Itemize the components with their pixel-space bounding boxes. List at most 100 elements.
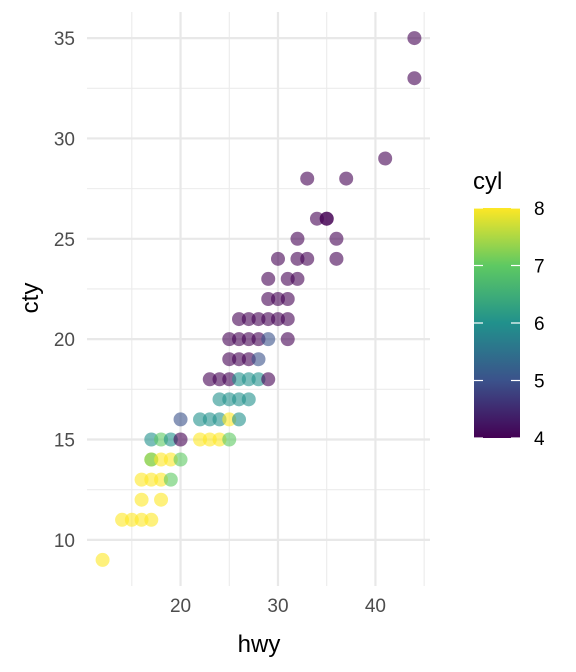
data-point bbox=[134, 472, 149, 487]
y-axis-title: cty bbox=[17, 283, 44, 314]
legend-tick-label: 8 bbox=[534, 199, 545, 220]
data-point bbox=[154, 492, 169, 507]
y-tick-label: 30 bbox=[54, 129, 75, 150]
legend-tick-label: 4 bbox=[534, 429, 545, 450]
data-point bbox=[193, 412, 208, 427]
y-axis-ticks: 10 15 20 25 30 35 bbox=[54, 29, 75, 552]
data-point bbox=[339, 171, 354, 186]
data-point bbox=[173, 412, 188, 427]
data-point bbox=[329, 231, 344, 246]
data-point bbox=[407, 71, 422, 86]
data-point bbox=[270, 251, 285, 266]
data-point bbox=[222, 372, 237, 387]
data-point bbox=[241, 332, 256, 347]
data-point bbox=[232, 352, 247, 367]
data-point bbox=[144, 432, 159, 447]
data-point bbox=[173, 452, 188, 467]
legend-tick-label: 5 bbox=[534, 372, 545, 393]
x-tick-label: 20 bbox=[170, 596, 191, 617]
data-point bbox=[212, 372, 227, 387]
data-point bbox=[144, 472, 159, 487]
data-point bbox=[241, 392, 256, 407]
data-point bbox=[300, 251, 315, 266]
data-point bbox=[134, 512, 149, 527]
data-point bbox=[309, 211, 324, 226]
x-tick-label: 30 bbox=[267, 596, 288, 617]
data-point bbox=[280, 312, 295, 327]
data-point bbox=[154, 472, 169, 487]
data-point bbox=[222, 332, 237, 347]
data-point bbox=[329, 251, 344, 266]
data-point bbox=[202, 432, 217, 447]
x-axis-ticks: 20 30 40 bbox=[170, 596, 386, 617]
data-point bbox=[222, 432, 237, 447]
data-point bbox=[261, 372, 276, 387]
data-point bbox=[290, 271, 305, 286]
data-point bbox=[222, 412, 237, 427]
data-point bbox=[280, 292, 295, 306]
data-point bbox=[251, 352, 266, 367]
data-point bbox=[163, 432, 178, 447]
data-point bbox=[222, 352, 237, 367]
y-tick-label: 25 bbox=[54, 230, 75, 251]
data-point bbox=[212, 432, 227, 447]
data-point bbox=[319, 211, 334, 226]
data-point bbox=[95, 552, 110, 567]
y-tick-label: 15 bbox=[54, 430, 75, 451]
data-point bbox=[232, 412, 247, 427]
data-point bbox=[407, 31, 422, 46]
data-point bbox=[193, 432, 208, 447]
data-point bbox=[261, 312, 276, 327]
x-axis-title: hwy bbox=[238, 631, 281, 658]
y-tick-label: 10 bbox=[54, 531, 75, 552]
data-point bbox=[124, 512, 139, 527]
data-point bbox=[290, 251, 305, 266]
data-points bbox=[95, 31, 422, 567]
legend-title: cyl bbox=[473, 168, 502, 195]
major-gridlines bbox=[87, 12, 430, 586]
data-point bbox=[261, 292, 276, 306]
legend-tick-label: 7 bbox=[534, 257, 545, 278]
data-point bbox=[212, 412, 227, 427]
minor-gridlines bbox=[87, 12, 430, 586]
data-point bbox=[261, 271, 276, 286]
data-point bbox=[251, 372, 266, 387]
data-point bbox=[300, 171, 315, 186]
data-point bbox=[280, 271, 295, 286]
data-point bbox=[251, 312, 266, 327]
data-point bbox=[261, 332, 276, 347]
data-point bbox=[241, 372, 256, 387]
legend-tick-label: 6 bbox=[534, 314, 545, 335]
data-point bbox=[241, 312, 256, 327]
y-tick-label: 20 bbox=[54, 330, 75, 351]
data-point bbox=[163, 452, 178, 467]
data-point bbox=[222, 392, 237, 407]
data-point bbox=[163, 472, 178, 487]
y-tick-label: 35 bbox=[54, 29, 75, 50]
data-point bbox=[270, 312, 285, 327]
data-point bbox=[202, 372, 217, 387]
data-point bbox=[241, 352, 256, 367]
data-point bbox=[134, 492, 149, 507]
data-point bbox=[154, 452, 169, 467]
data-point bbox=[280, 332, 295, 347]
data-point bbox=[154, 432, 169, 447]
data-point bbox=[144, 512, 159, 527]
data-point bbox=[232, 392, 247, 407]
data-point bbox=[270, 292, 285, 306]
data-point bbox=[232, 312, 247, 327]
data-point bbox=[144, 452, 159, 467]
color-legend: cyl 4 5 6 7 8 bbox=[473, 168, 545, 450]
data-point bbox=[115, 512, 130, 527]
data-point bbox=[232, 372, 247, 387]
x-tick-label: 40 bbox=[365, 596, 386, 617]
data-point bbox=[251, 332, 266, 347]
data-point bbox=[290, 231, 305, 246]
data-point bbox=[212, 392, 227, 407]
data-point bbox=[378, 151, 393, 166]
legend-ticks: 4 5 6 7 8 bbox=[474, 199, 545, 450]
data-point bbox=[173, 432, 188, 447]
data-point bbox=[202, 412, 217, 427]
data-point bbox=[232, 332, 247, 347]
